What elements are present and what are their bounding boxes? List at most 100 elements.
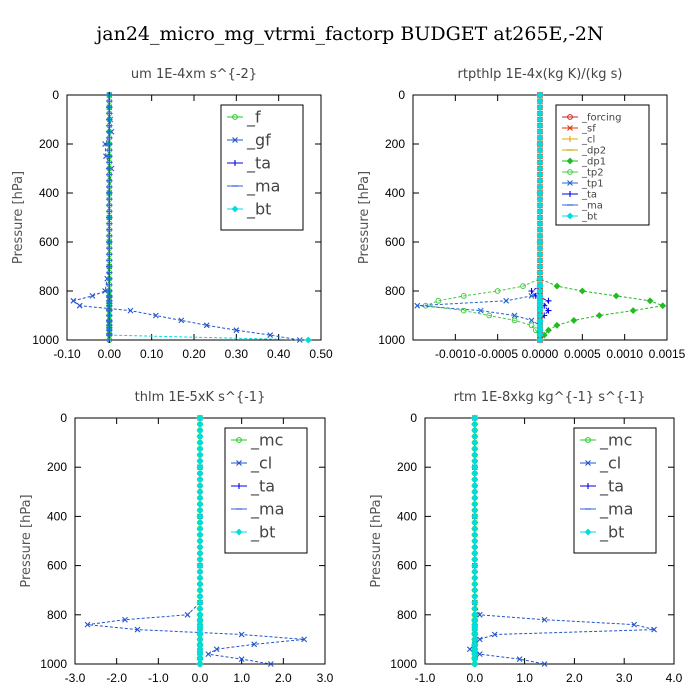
data-point — [196, 426, 204, 434]
data-point — [196, 635, 204, 643]
y-tick-label: 200 — [39, 137, 59, 151]
data-point — [205, 651, 212, 658]
legend-entry: _gf — [227, 131, 271, 151]
legend-entry: _dp1 — [562, 157, 606, 168]
legend-label: _tp2 — [581, 168, 604, 179]
x-tick-label: 1.0 — [516, 671, 533, 685]
legend-label: _gf — [246, 131, 271, 151]
legend-label: _tp1 — [581, 179, 604, 190]
data-point — [528, 322, 535, 329]
plot-frame — [424, 417, 675, 665]
data-point — [471, 420, 479, 428]
data-point — [528, 317, 535, 324]
x-tick-label: 1.0 — [233, 671, 250, 685]
legend-entry: _bt — [231, 523, 275, 543]
legend-entry: _mc — [580, 431, 632, 451]
legend-marker — [231, 205, 239, 213]
x-tick-label: 0.0005 — [564, 347, 601, 361]
data-point — [471, 574, 479, 582]
legend-entry: _cl — [580, 454, 621, 474]
x-tick-label: 3.0 — [317, 671, 334, 685]
data-point — [503, 297, 510, 304]
data-point — [127, 307, 134, 314]
panel-title: um 1E-4xm s^{-2} — [131, 67, 257, 82]
x-tick-label: 3.0 — [616, 671, 633, 685]
series-ma — [106, 94, 113, 341]
legend-label: _ta — [250, 477, 275, 497]
legend-label: _dp2 — [581, 146, 606, 157]
legend-label: _dp1 — [581, 157, 606, 168]
data-point — [471, 568, 479, 576]
figure-title: jan24_micro_mg_vtrmi_factorp BUDGET at26… — [94, 23, 603, 45]
legend-label: _cl — [250, 454, 272, 474]
data-point — [578, 287, 586, 295]
legend-label: _bt — [246, 200, 271, 220]
data-point — [545, 307, 552, 314]
data-point — [471, 426, 479, 434]
x-tick-label: 0.0010 — [606, 347, 643, 361]
legend: _forcing_sf_cl_dp2_dp1_tp2_tp1_ta_ma_bt — [555, 104, 650, 226]
data-point — [494, 288, 501, 294]
legend-entry: _ma — [562, 201, 603, 212]
data-point — [196, 519, 204, 526]
data-point — [541, 661, 548, 667]
legend-marker — [567, 114, 573, 120]
data-point — [466, 646, 473, 653]
data-point — [238, 631, 245, 638]
legend-entry: _ta — [231, 477, 275, 497]
legend-marker — [567, 125, 573, 131]
legend-entry: _bt — [580, 523, 624, 543]
data-point — [196, 500, 204, 508]
series-line — [417, 95, 541, 340]
data-point — [196, 537, 204, 545]
data-point — [196, 592, 204, 600]
data-point — [196, 580, 204, 588]
data-point — [471, 457, 479, 465]
legend-label: _cl — [599, 454, 621, 474]
legend-label: _bt — [250, 523, 275, 543]
data-point — [471, 433, 479, 440]
x-tick-label: 0.00 — [98, 347, 122, 361]
data-point — [267, 332, 274, 338]
data-point — [471, 500, 479, 508]
data-point — [435, 297, 442, 304]
data-point — [471, 537, 479, 545]
data-point — [516, 656, 523, 662]
legend: _f _gf _ta _ma _bt — [220, 104, 304, 231]
y-tick-label: 600 — [47, 559, 67, 573]
data-point — [486, 312, 493, 319]
panel-title: rtm 1E-8xkg kg^{-1} s^{-1} — [454, 390, 646, 405]
legend-entry: _ma — [227, 177, 280, 197]
x-tick-label: 0.0 — [192, 671, 209, 685]
data-point — [196, 543, 204, 551]
legend-label: _ta — [581, 190, 597, 201]
legend-label: _ta — [599, 477, 624, 497]
legend-marker — [236, 483, 242, 489]
legend-label: _sf — [581, 124, 596, 135]
data-point — [196, 525, 204, 533]
data-point — [471, 611, 479, 619]
data-point — [471, 660, 479, 668]
data-point — [70, 297, 77, 304]
data-point — [520, 283, 526, 290]
x-tick-label: -0.10 — [53, 347, 81, 361]
data-point — [476, 636, 483, 643]
data-point — [196, 574, 204, 582]
data-point — [301, 636, 308, 643]
x-tick-label: 0.40 — [267, 347, 291, 361]
data-point — [471, 482, 479, 490]
legend-marker — [584, 528, 592, 536]
legend-label: _ta — [246, 154, 271, 174]
y-tick-label: 400 — [47, 509, 67, 523]
y-tick-label: 600 — [39, 235, 59, 249]
data-point — [631, 621, 638, 628]
legend-marker — [566, 212, 574, 220]
data-point — [471, 531, 479, 539]
data-point — [89, 293, 96, 299]
data-point — [196, 531, 204, 539]
data-point — [629, 307, 637, 315]
data-point — [659, 302, 667, 310]
data-point — [553, 282, 561, 290]
data-point — [471, 476, 479, 483]
data-point — [251, 641, 258, 648]
